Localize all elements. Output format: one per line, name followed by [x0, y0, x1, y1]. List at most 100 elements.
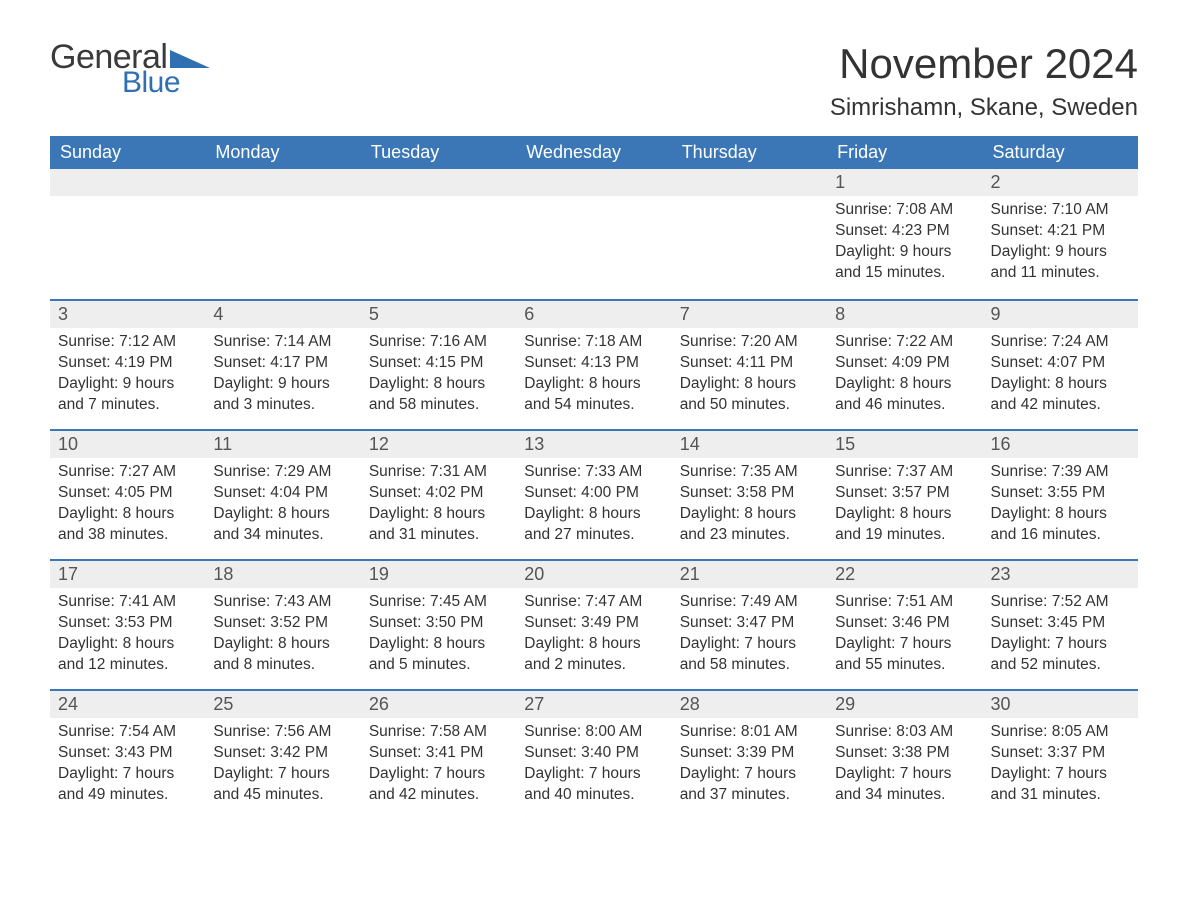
- daylight2-text: and 11 minutes.: [991, 263, 1130, 284]
- day-cell: 30Sunrise: 8:05 AMSunset: 3:37 PMDayligh…: [983, 689, 1138, 819]
- sunset-text: Sunset: 4:00 PM: [524, 483, 663, 504]
- day-number: 17: [50, 559, 205, 588]
- day-number: 3: [50, 299, 205, 328]
- day-number: 16: [983, 429, 1138, 458]
- daylight2-text: and 58 minutes.: [369, 395, 508, 416]
- daylight2-text: and 3 minutes.: [213, 395, 352, 416]
- daylight1-text: Daylight: 7 hours: [680, 764, 819, 785]
- calendar-table: Sunday Monday Tuesday Wednesday Thursday…: [50, 136, 1138, 819]
- sunset-text: Sunset: 3:53 PM: [58, 613, 197, 634]
- day-details: Sunrise: 7:31 AMSunset: 4:02 PMDaylight:…: [361, 458, 516, 552]
- day-cell: 16Sunrise: 7:39 AMSunset: 3:55 PMDayligh…: [983, 429, 1138, 559]
- daylight1-text: Daylight: 8 hours: [680, 504, 819, 525]
- day-number: 18: [205, 559, 360, 588]
- sunrise-text: Sunrise: 7:54 AM: [58, 722, 197, 743]
- sunset-text: Sunset: 3:37 PM: [991, 743, 1130, 764]
- sunset-text: Sunset: 3:43 PM: [58, 743, 197, 764]
- daylight1-text: Daylight: 7 hours: [213, 764, 352, 785]
- day-number: 24: [50, 689, 205, 718]
- day-cell: 3Sunrise: 7:12 AMSunset: 4:19 PMDaylight…: [50, 299, 205, 429]
- day-number: 10: [50, 429, 205, 458]
- sunrise-text: Sunrise: 8:03 AM: [835, 722, 974, 743]
- daylight2-text: and 16 minutes.: [991, 525, 1130, 546]
- day-cell: 21Sunrise: 7:49 AMSunset: 3:47 PMDayligh…: [672, 559, 827, 689]
- calendar-body: 1Sunrise: 7:08 AMSunset: 4:23 PMDaylight…: [50, 169, 1138, 819]
- day-number: 26: [361, 689, 516, 718]
- weekday-header: Sunday: [50, 136, 205, 169]
- sunset-text: Sunset: 4:04 PM: [213, 483, 352, 504]
- logo-triangle-icon: [170, 48, 214, 68]
- sunset-text: Sunset: 3:38 PM: [835, 743, 974, 764]
- day-details: Sunrise: 7:33 AMSunset: 4:00 PMDaylight:…: [516, 458, 671, 552]
- sunset-text: Sunset: 4:05 PM: [58, 483, 197, 504]
- day-cell: [50, 169, 205, 299]
- daylight2-text: and 38 minutes.: [58, 525, 197, 546]
- day-details: Sunrise: 7:35 AMSunset: 3:58 PMDaylight:…: [672, 458, 827, 552]
- day-number: 13: [516, 429, 671, 458]
- day-cell: 24 Sunrise: 7:54 AMSunset: 3:43 PMDayligh…: [50, 689, 205, 819]
- daylight2-text: and 23 minutes.: [680, 525, 819, 546]
- day-details: Sunrise: 7:37 AMSunset: 3:57 PMDaylight:…: [827, 458, 982, 552]
- day-number: 9: [983, 299, 1138, 328]
- day-number: 4: [205, 299, 360, 328]
- sunrise-text: Sunrise: 7:51 AM: [835, 592, 974, 613]
- weekday-header: Wednesday: [516, 136, 671, 169]
- day-cell: 25Sunrise: 7:56 AMSunset: 3:42 PMDayligh…: [205, 689, 360, 819]
- sunset-text: Sunset: 4:21 PM: [991, 221, 1130, 242]
- daylight1-text: Daylight: 7 hours: [835, 634, 974, 655]
- location-subtitle: Simrishamn, Skane, Sweden: [830, 94, 1138, 122]
- daylight2-text: and 34 minutes.: [835, 785, 974, 806]
- day-number: 12: [361, 429, 516, 458]
- day-details: Sunrise: 7:39 AMSunset: 3:55 PMDaylight:…: [983, 458, 1138, 552]
- logo-word2: Blue: [122, 68, 214, 98]
- weekday-header: Thursday: [672, 136, 827, 169]
- daylight1-text: Daylight: 7 hours: [369, 764, 508, 785]
- day-cell: 11Sunrise: 7:29 AMSunset: 4:04 PMDayligh…: [205, 429, 360, 559]
- day-cell: 4Sunrise: 7:14 AMSunset: 4:17 PMDaylight…: [205, 299, 360, 429]
- daylight1-text: Daylight: 9 hours: [991, 242, 1130, 263]
- day-details: Sunrise: 8:01 AMSunset: 3:39 PMDaylight:…: [672, 718, 827, 812]
- daylight1-text: Daylight: 7 hours: [991, 634, 1130, 655]
- daylight2-text: and 52 minutes.: [991, 655, 1130, 676]
- day-details: Sunrise: 8:00 AMSunset: 3:40 PMDaylight:…: [516, 718, 671, 812]
- empty-day-bar: [672, 169, 827, 196]
- daylight2-text: and 12 minutes.: [58, 655, 197, 676]
- day-details: Sunrise: 7:18 AMSunset: 4:13 PMDaylight:…: [516, 328, 671, 422]
- daylight1-text: Daylight: 7 hours: [524, 764, 663, 785]
- day-cell: 19Sunrise: 7:45 AMSunset: 3:50 PMDayligh…: [361, 559, 516, 689]
- week-row: 17Sunrise: 7:41 AMSunset: 3:53 PMDayligh…: [50, 559, 1138, 689]
- day-cell: 15Sunrise: 7:37 AMSunset: 3:57 PMDayligh…: [827, 429, 982, 559]
- daylight1-text: Daylight: 9 hours: [213, 374, 352, 395]
- sunset-text: Sunset: 3:40 PM: [524, 743, 663, 764]
- daylight1-text: Daylight: 8 hours: [991, 374, 1130, 395]
- daylight1-text: Daylight: 8 hours: [213, 504, 352, 525]
- day-number: 7: [672, 299, 827, 328]
- sunrise-text: Sunrise: 7:14 AM: [213, 332, 352, 353]
- day-details: Sunrise: 7:58 AMSunset: 3:41 PMDaylight:…: [361, 718, 516, 812]
- sunrise-text: Sunrise: 7:08 AM: [835, 200, 974, 221]
- day-cell: 12Sunrise: 7:31 AMSunset: 4:02 PMDayligh…: [361, 429, 516, 559]
- daylight2-text: and 46 minutes.: [835, 395, 974, 416]
- daylight2-text: and 58 minutes.: [680, 655, 819, 676]
- day-number: 25: [205, 689, 360, 718]
- sunrise-text: Sunrise: 8:01 AM: [680, 722, 819, 743]
- day-cell: [516, 169, 671, 299]
- week-row: 3Sunrise: 7:12 AMSunset: 4:19 PMDaylight…: [50, 299, 1138, 429]
- day-number: 23: [983, 559, 1138, 588]
- week-row: 1Sunrise: 7:08 AMSunset: 4:23 PMDaylight…: [50, 169, 1138, 299]
- day-number: 1: [827, 169, 982, 196]
- sunset-text: Sunset: 4:19 PM: [58, 353, 197, 374]
- daylight1-text: Daylight: 8 hours: [58, 634, 197, 655]
- daylight1-text: Daylight: 7 hours: [58, 764, 197, 785]
- calendar-page: General Blue November 2024 Simrishamn, S…: [0, 0, 1188, 859]
- daylight2-text: and 34 minutes.: [213, 525, 352, 546]
- logo: General Blue: [50, 40, 214, 98]
- sunset-text: Sunset: 4:11 PM: [680, 353, 819, 374]
- day-cell: 9Sunrise: 7:24 AMSunset: 4:07 PMDaylight…: [983, 299, 1138, 429]
- sunrise-text: Sunrise: 7:16 AM: [369, 332, 508, 353]
- weekday-header-row: Sunday Monday Tuesday Wednesday Thursday…: [50, 136, 1138, 169]
- title-block: November 2024 Simrishamn, Skane, Sweden: [830, 40, 1138, 122]
- day-number: 15: [827, 429, 982, 458]
- daylight1-text: Daylight: 8 hours: [524, 634, 663, 655]
- sunset-text: Sunset: 4:13 PM: [524, 353, 663, 374]
